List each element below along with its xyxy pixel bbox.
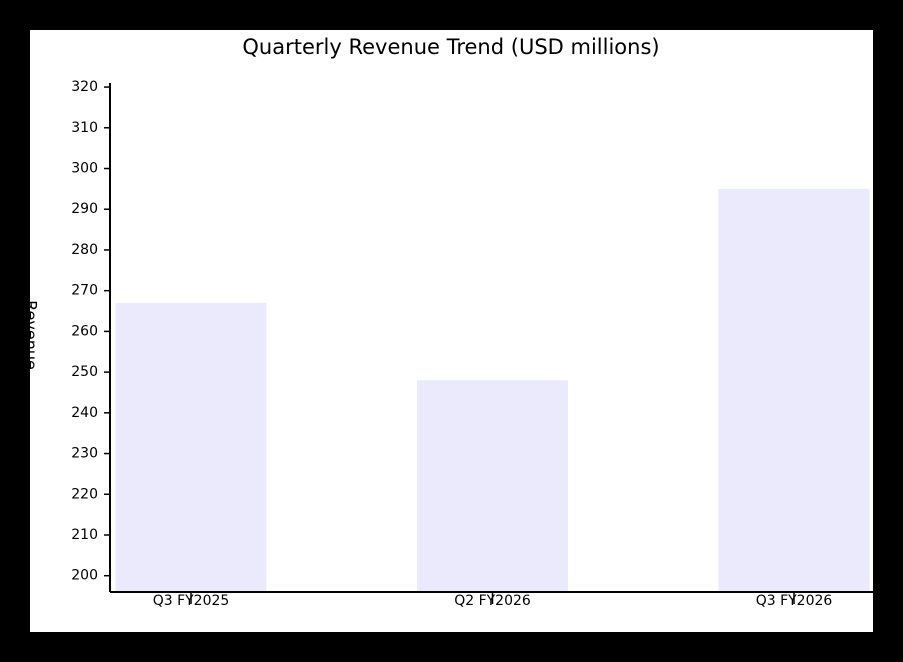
y-tick-label: 280 [71,242,98,258]
chart-title: Quarterly Revenue Trend (USD millions) [242,35,659,59]
y-tick-label: 230 [71,446,98,462]
bar [718,188,870,592]
y-tick-label: 260 [71,323,98,339]
y-tick-label: 300 [71,161,98,177]
x-tick-label: Q3 FY2025 [153,593,230,609]
y-tick-label: 320 [71,79,98,95]
y-tick-label: 270 [71,283,98,299]
x-tick-label: Q2 FY2026 [454,593,531,609]
bar [115,302,267,592]
y-axis-label: Revenue [22,300,41,370]
y-tick-label: 250 [71,364,98,380]
y-tick-label: 290 [71,201,98,217]
y-tick-label: 200 [71,568,98,584]
y-tick-label: 310 [71,120,98,136]
bar [417,380,568,592]
y-tick-label: 210 [71,527,98,543]
x-tick-label: Q3 FY2026 [756,593,833,609]
y-tick-label: 220 [71,486,98,502]
y-tick-label: 240 [71,405,98,421]
